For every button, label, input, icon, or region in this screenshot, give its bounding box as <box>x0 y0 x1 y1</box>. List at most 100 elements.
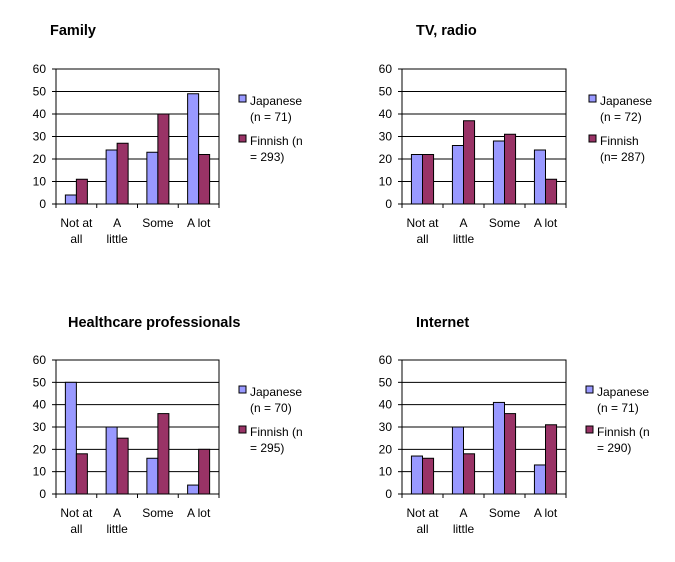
y-tick-label: 20 <box>33 152 47 166</box>
legend-swatch <box>238 94 247 103</box>
y-tick-label: 50 <box>33 375 47 389</box>
legend-swatch <box>585 385 594 394</box>
x-category-label: A lot <box>534 216 558 230</box>
y-tick-label: 50 <box>379 85 393 99</box>
y-tick-label: 60 <box>33 353 47 367</box>
bar-finnish <box>198 154 211 205</box>
x-category-label: A lot <box>187 506 211 520</box>
y-tick-label: 0 <box>385 197 392 211</box>
y-tick-label: 30 <box>33 420 47 434</box>
bar-finnish <box>75 178 88 205</box>
y-tick-label: 40 <box>33 398 47 412</box>
bar-japanese <box>187 93 200 205</box>
legend-entry: Finnish (n= 287) <box>600 134 645 164</box>
chart-panel-4: Internet 0 10 20 30 40 50 60 Not at all A little Som… <box>379 315 650 536</box>
chart-panel-3: Healthcare professionals 0 10 20 30 40 50 60 Not… <box>33 315 303 536</box>
x-category-label: Not at all <box>60 216 93 246</box>
bar-finnish <box>504 413 517 495</box>
bar-finnish <box>198 448 211 495</box>
x-category-label: Not at all <box>60 506 93 536</box>
bar-finnish <box>463 120 476 205</box>
bar-japanese <box>410 154 423 205</box>
bar-japanese <box>492 401 505 495</box>
y-tick-label: 30 <box>33 130 47 144</box>
y-tick-label: 40 <box>379 107 393 121</box>
bar-finnish <box>545 424 558 495</box>
y-tick-label: 20 <box>379 442 393 456</box>
legend-swatch <box>238 385 247 394</box>
y-tick-label: 10 <box>379 465 393 479</box>
chart-panel-2: TV, radio 0 10 20 30 40 50 60 Not at all A little So… <box>379 23 653 246</box>
y-tick-label: 0 <box>385 487 392 501</box>
y-tick-label: 20 <box>33 442 47 456</box>
bar-japanese <box>146 457 159 495</box>
bar-japanese <box>146 151 159 205</box>
bar-japanese <box>64 381 77 495</box>
y-tick-label: 60 <box>379 62 393 76</box>
bar-japanese <box>410 455 423 495</box>
y-tick-label: 40 <box>379 398 393 412</box>
y-tick-label: 50 <box>33 85 47 99</box>
bar-japanese <box>187 484 200 495</box>
y-tick-label: 10 <box>379 175 393 189</box>
chart-title: Family <box>50 23 96 39</box>
bar-finnish <box>463 453 476 495</box>
y-tick-label: 60 <box>379 353 393 367</box>
legend-entry: Finnish (n = 295) <box>250 425 303 455</box>
bar-finnish <box>157 113 170 205</box>
legend-swatch <box>588 94 597 103</box>
legend-swatch <box>588 134 597 143</box>
y-tick-label: 0 <box>39 197 46 211</box>
y-tick-label: 0 <box>39 487 46 501</box>
bar-finnish <box>504 133 517 205</box>
bar-finnish <box>75 453 88 495</box>
chart-panel-1: Family 0 10 20 30 40 50 60 Not at all A little Some A… <box>33 23 303 246</box>
bar-japanese <box>105 426 118 495</box>
bar-japanese <box>533 464 546 495</box>
bar-finnish <box>116 142 129 205</box>
legend-swatch <box>585 425 594 434</box>
chart-title: Healthcare professionals <box>68 315 240 331</box>
bar-japanese <box>492 140 505 205</box>
legend-swatch <box>238 425 247 434</box>
y-tick-label: 40 <box>33 107 47 121</box>
legend-entry: Japanese (n = 71) <box>250 94 302 124</box>
x-category-label: A lot <box>187 216 211 230</box>
bar-japanese <box>451 426 464 495</box>
bar-finnish <box>157 413 170 495</box>
chart-title: TV, radio <box>416 23 477 39</box>
legend-entry: Japanese (n = 72) <box>600 94 652 124</box>
bar-finnish <box>116 437 129 495</box>
bar-japanese <box>64 194 77 205</box>
legend-swatch <box>238 134 247 143</box>
y-tick-label: 10 <box>33 175 47 189</box>
bar-finnish <box>422 154 435 205</box>
legend-entry: Finnish (n = 290) <box>597 425 650 455</box>
y-tick-label: 20 <box>379 152 393 166</box>
bar-finnish <box>545 178 558 205</box>
x-category-label: Some <box>142 506 174 520</box>
x-category-label: Some <box>489 216 521 230</box>
legend-entry: Japanese (n = 71) <box>597 385 649 415</box>
y-tick-label: 50 <box>379 375 393 389</box>
y-tick-label: 10 <box>33 465 47 479</box>
x-category-label: Some <box>142 216 174 230</box>
bar-japanese <box>105 149 118 205</box>
bar-finnish <box>422 457 435 495</box>
y-tick-label: 30 <box>379 420 393 434</box>
y-tick-label: 30 <box>379 130 393 144</box>
bar-japanese <box>533 149 546 205</box>
y-tick-label: 60 <box>33 62 47 76</box>
x-category-label: A lot <box>534 506 558 520</box>
bar-japanese <box>451 145 464 205</box>
x-category-label: Not at all <box>406 216 439 246</box>
chart-title: Internet <box>416 315 469 331</box>
legend-entry: Finnish (n = 293) <box>250 134 303 164</box>
x-category-label: Not at all <box>406 506 439 536</box>
x-category-label: Some <box>489 506 521 520</box>
